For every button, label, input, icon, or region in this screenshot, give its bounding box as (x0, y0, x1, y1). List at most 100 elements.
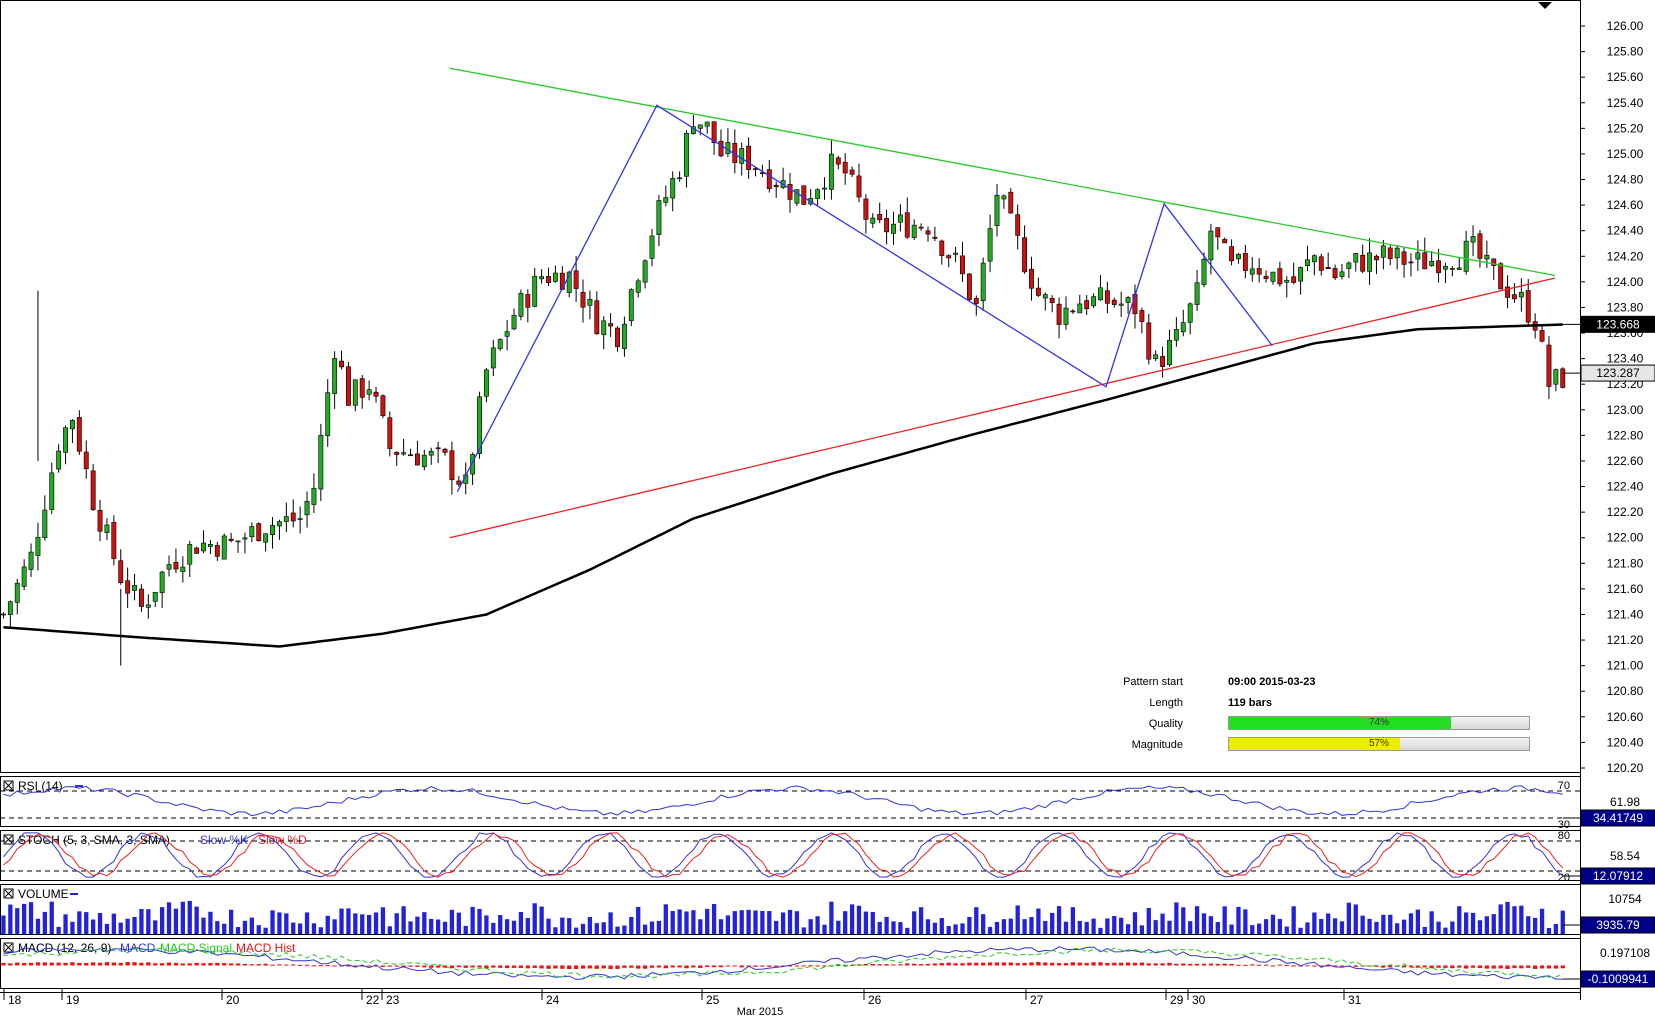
volume-bar (1353, 904, 1358, 934)
candle-body (746, 145, 752, 170)
bull-candle (21, 559, 27, 591)
macd-hist-bar (1374, 965, 1379, 967)
bear-candle (1215, 227, 1221, 250)
bull-candle (1118, 291, 1124, 318)
bull-candle (428, 447, 434, 465)
volume-bar (1388, 914, 1393, 934)
quality-label: Quality (1148, 718, 1183, 730)
macd-hist-bar (1491, 965, 1496, 969)
candle-body (442, 448, 448, 453)
macd-hist-bar (1139, 962, 1145, 966)
candle-body (1387, 247, 1393, 260)
candle-body (960, 255, 965, 275)
bull-candle (42, 495, 48, 541)
macd-hist-bar (1546, 965, 1552, 969)
candle-body (1546, 344, 1552, 387)
volume-bar (325, 915, 330, 934)
bear-candle (1008, 188, 1014, 214)
bull-candle (401, 438, 407, 456)
panel-label: VOLUME (18, 887, 69, 901)
bear-candle (842, 153, 848, 185)
macd-hist-bar (228, 963, 234, 966)
candle-body (159, 571, 165, 594)
candle-body (132, 585, 137, 591)
bear-candle (1512, 283, 1517, 303)
macd-hist-bar (981, 962, 986, 966)
volume-bar (718, 919, 724, 934)
candle-body (345, 366, 351, 406)
candle-body (256, 523, 262, 541)
macd-hist-bar (1381, 965, 1386, 968)
bear-candle (1139, 307, 1145, 334)
macd-hist-bar (1084, 963, 1089, 966)
volume-bar (8, 904, 13, 934)
bear-candle (1104, 281, 1110, 314)
candle-body (352, 379, 358, 406)
bear-candle (932, 226, 938, 242)
moving-average-line (3, 323, 1563, 648)
macd-hist-bar (1146, 963, 1151, 966)
macd-hist-bar (249, 964, 254, 966)
time-tick-label: 27 (1030, 993, 1044, 1007)
bear-candle (345, 361, 351, 406)
volume-bar (1125, 924, 1131, 934)
bull-candle (1167, 329, 1172, 367)
volume-bar (153, 920, 158, 934)
volume-bar (35, 918, 41, 934)
volume-bar (442, 921, 448, 934)
macd-hist-bar (222, 963, 227, 966)
resistance-line (449, 67, 1556, 277)
bear-candle (835, 155, 841, 170)
macd-hist-bar (456, 965, 461, 968)
candle-body (28, 551, 34, 570)
bear-candle (1318, 253, 1324, 276)
volume-bar (808, 919, 813, 934)
volume-bar (304, 912, 310, 934)
volume-bar (1464, 912, 1469, 934)
macd-hist-bar (1015, 963, 1020, 966)
macd-hist-bar (1091, 962, 1096, 966)
volume-bar (1070, 907, 1076, 934)
volume-bar (932, 922, 938, 934)
candle-body (1249, 268, 1255, 275)
macd-hist-bar (1326, 965, 1331, 967)
volume-bar (173, 908, 179, 934)
volume-bar (15, 908, 20, 934)
candle-body (414, 453, 420, 466)
bull-candle (1456, 257, 1462, 270)
volume-bar (1291, 906, 1296, 934)
volume-bar (1512, 906, 1517, 934)
volume-bar (1236, 906, 1241, 934)
macd-hist-bar (1505, 965, 1510, 969)
macd-hist-bar (1277, 964, 1283, 966)
time-tick-label: 23 (386, 993, 400, 1007)
macd-hist-bar (70, 962, 75, 966)
volume-bar (1201, 913, 1207, 934)
macd-hist-bar (270, 964, 275, 966)
bear-candle (884, 209, 890, 245)
candle-body (870, 217, 876, 224)
volume-bar (1533, 917, 1538, 934)
macd-hist-bar (987, 962, 993, 966)
bull-candle (187, 540, 193, 578)
macd-hist-bar (360, 965, 365, 967)
volume-bar (1319, 918, 1324, 934)
candle-body (1242, 253, 1248, 272)
macd-hist-bar (166, 962, 172, 966)
volume-bar (429, 918, 434, 934)
volume-bar (491, 922, 496, 934)
candle-body (1015, 214, 1021, 236)
candle-body (249, 526, 255, 538)
volume-bar (222, 923, 227, 934)
volume-bar (608, 912, 613, 934)
macd-hist-bar (801, 965, 806, 967)
volume-bar (891, 921, 896, 934)
volume-bar (339, 908, 344, 934)
quality-bar-fill (1229, 717, 1451, 729)
bear-candle (904, 197, 910, 239)
volume-bar (1477, 920, 1483, 934)
price-tick-label: 124.00 (1607, 275, 1644, 289)
volume-bar (104, 923, 110, 934)
